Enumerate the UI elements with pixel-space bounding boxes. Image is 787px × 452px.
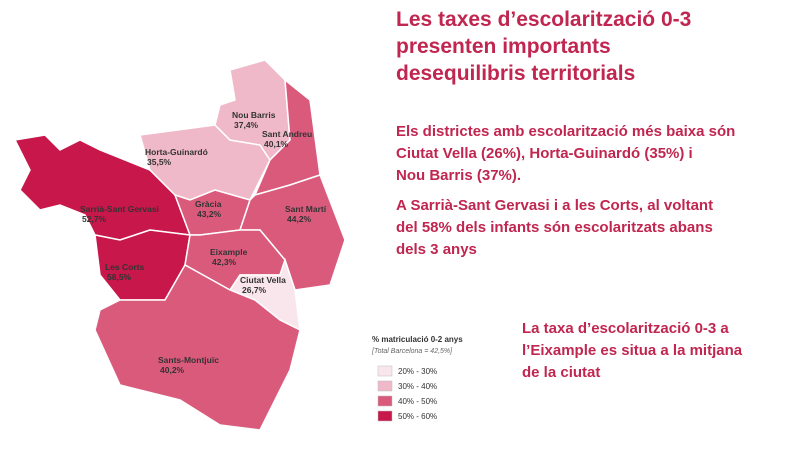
district-value: 44,2% <box>287 214 312 224</box>
title-line: desequilibris territorials <box>396 62 635 85</box>
legend-label: 50% - 60% <box>398 412 437 421</box>
paragraph-line: Nou Barris (37%). <box>396 167 521 184</box>
district-name: Sarrià-Sant Gervasi <box>80 204 159 214</box>
paragraph-line: del 58% dels infants són escolaritzats a… <box>396 219 713 236</box>
district-name: Ciutat Vella <box>240 275 286 285</box>
district-value: 35,5% <box>147 157 172 167</box>
district-name: Horta-Guinardó <box>145 147 208 157</box>
legend-subtitle: [Total Barcelona = 42,5%] <box>371 348 453 355</box>
legend-title: % matriculació 0-2 anys <box>372 335 463 344</box>
paragraph-line: Els districtes amb escolarització més ba… <box>396 123 735 140</box>
district <box>94 263 301 431</box>
district-value: 37,4% <box>234 120 259 130</box>
paragraph-line: dels 3 anys <box>396 241 477 258</box>
note-line: La taxa d’escolarització 0-3 a <box>522 320 729 337</box>
title-line: Les taxes d’escolarització 0-3 <box>396 8 691 31</box>
district <box>214 59 291 162</box>
district-name: Sant Andreu <box>262 129 312 139</box>
paragraph-line: Ciutat Vella (26%), Horta-Guinardó (35%)… <box>396 145 693 162</box>
district-value: 43,2% <box>197 209 222 219</box>
district-name: Sants-Montjuïc <box>158 355 219 365</box>
district-value: 26,7% <box>242 285 267 295</box>
district-value: 52,7% <box>82 214 107 224</box>
legend-swatch <box>377 395 393 407</box>
district-value: 58,5% <box>107 272 132 282</box>
district-value: 42,3% <box>212 257 237 267</box>
district-name: Eixample <box>210 247 248 257</box>
note-line: de la ciutat <box>522 364 600 381</box>
legend-label: 20% - 30% <box>398 367 437 376</box>
legend-swatch <box>377 410 393 422</box>
legend-label: 40% - 50% <box>398 397 437 406</box>
legend-swatch <box>377 380 393 392</box>
district-name: Sant Martí <box>285 204 327 214</box>
legend-swatch <box>377 365 393 377</box>
district-value: 40,2% <box>160 365 185 375</box>
note-line: l’Eixample es situa a la mitjana <box>522 342 743 359</box>
map <box>13 59 346 431</box>
paragraph-line: A Sarrià-Sant Gervasi i a les Corts, al … <box>396 197 713 214</box>
district-value: 40,1% <box>264 139 289 149</box>
district-name: Gràcia <box>195 199 222 209</box>
legend-label: 30% - 40% <box>398 382 437 391</box>
district-name: Les Corts <box>105 262 144 272</box>
district-name: Nou Barris <box>232 110 276 120</box>
title-line: presenten importants <box>396 35 611 58</box>
